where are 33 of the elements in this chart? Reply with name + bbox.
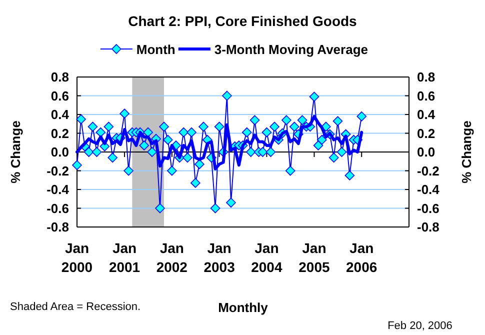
y2-tick-label: 0.0: [417, 144, 436, 160]
y-tick-label: -0.4: [46, 182, 70, 197]
legend-label: 3-Month Moving Average: [214, 42, 368, 57]
y2-tick-label: 0.2: [417, 126, 436, 141]
y2-tick-label: -0.2: [417, 163, 440, 178]
y2-tick-label: -0.4: [417, 182, 440, 197]
y-tick-label: 0.2: [50, 126, 69, 141]
y-axis-title: % Change: [8, 120, 23, 184]
y2-tick-label: -0.8: [417, 220, 440, 234]
y2-tick-label: 0.8: [417, 70, 436, 84]
x-tick-label: Jan 2005: [298, 240, 330, 275]
y2-tick-label: 0.6: [417, 88, 436, 104]
chart-title: Chart 2: PPI, Core Finished Goods: [128, 13, 358, 29]
legend-label: Month: [136, 42, 176, 57]
y-tick-label: 0.0: [50, 144, 69, 160]
y-tick-label: -0.2: [46, 163, 69, 178]
x-tick-label: Jan 2002: [156, 240, 188, 275]
x-tick-label: Jan 2006: [346, 240, 378, 275]
x-tick-label: Jan 2003: [204, 240, 236, 275]
y-tick-label: -0.6: [46, 200, 69, 216]
y-tick-label: 0.6: [50, 88, 69, 104]
y-tick-label: -0.8: [46, 220, 69, 234]
text: Feb 20, 2006: [388, 320, 452, 332]
y-tick-label: 0.8: [50, 70, 69, 84]
y2-tick-label: -0.6: [417, 200, 440, 216]
text: Shaded Area = Recession.: [10, 301, 141, 313]
y2-tick-label: 0.4: [417, 107, 436, 122]
x-tick-label: Jan 2001: [108, 240, 140, 275]
x-tick-label: Jan 2004: [251, 240, 282, 275]
y-tick-label: 0.4: [50, 107, 70, 122]
x-tick-label: Jan 2000: [61, 240, 93, 275]
y2-axis-title: % Change: [459, 120, 474, 184]
x-axis-title: Monthly: [218, 300, 269, 315]
